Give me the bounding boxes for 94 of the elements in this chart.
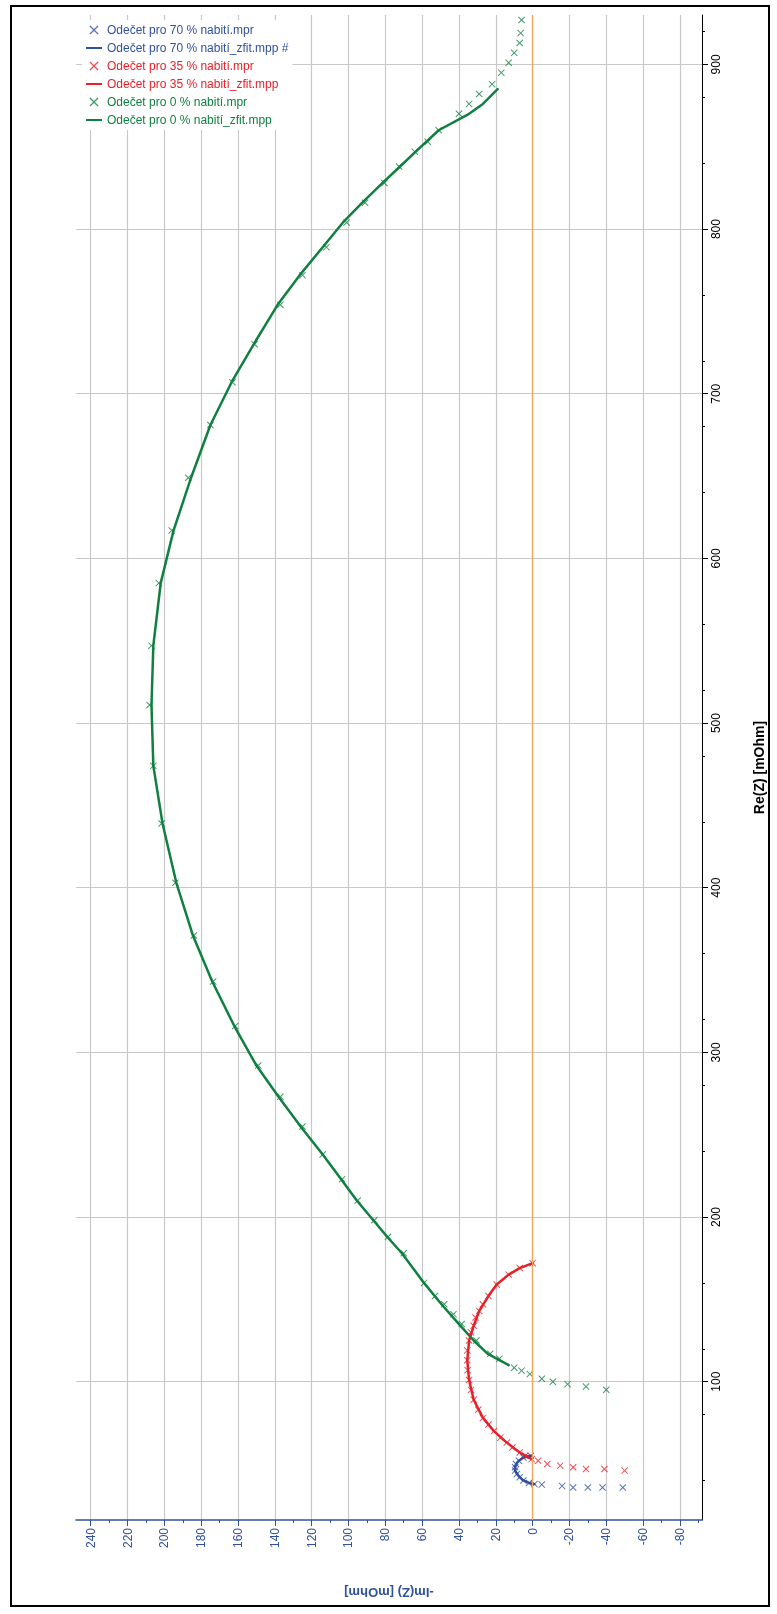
point (534, 1457, 542, 1465)
point (298, 271, 306, 279)
point (149, 762, 157, 770)
point (517, 29, 525, 37)
point (411, 148, 419, 156)
point (516, 1264, 524, 1272)
point (479, 1300, 487, 1308)
point (440, 1300, 448, 1308)
point (505, 59, 513, 67)
point (467, 1328, 475, 1336)
point (370, 1216, 378, 1224)
x-tick-label: 140 (267, 1527, 282, 1549)
x-tick-label: 180 (194, 1527, 209, 1549)
y-tick-label: 600 (709, 548, 723, 569)
point (543, 1460, 551, 1468)
point (322, 243, 330, 251)
x-tick-label: 20 (488, 1527, 503, 1542)
x-tick-label: -20 (562, 1527, 577, 1546)
x-tick-label: -60 (636, 1527, 651, 1546)
point (184, 474, 192, 482)
point (146, 701, 154, 709)
y-axis-title: Re(Z) [mOhm] (751, 720, 767, 815)
x-axis-title: -Im(Z) [mOhm] (344, 1585, 434, 1600)
point (602, 1386, 610, 1394)
x-tick-label: 60 (415, 1527, 430, 1542)
point (465, 1337, 473, 1345)
point (582, 1383, 590, 1391)
point (395, 162, 403, 170)
point (463, 1356, 471, 1364)
point (380, 179, 388, 187)
x-tick-label: 240 (83, 1527, 98, 1549)
point (276, 1093, 284, 1101)
point (569, 1484, 577, 1492)
legend-label: Odečet pro 0 % nabití.mpr (107, 95, 248, 109)
point (464, 1366, 472, 1374)
point (463, 1346, 471, 1354)
point (458, 1320, 466, 1328)
point (424, 138, 432, 146)
y-tick-label: 700 (709, 383, 723, 404)
legend-label: Odečet pro 35 % nabití_zfit.mpp (107, 77, 279, 91)
point (619, 1484, 627, 1492)
point (538, 1375, 546, 1383)
y-tick-label: 100 (709, 1371, 723, 1392)
x-tick-label: 0 (525, 1527, 540, 1535)
legend-label: Odečet pro 35 % nabití.mpr (107, 59, 254, 73)
y-tick-label: 800 (709, 218, 723, 240)
x-tick-label: 200 (157, 1527, 172, 1549)
point (229, 378, 236, 386)
point (470, 1322, 478, 1330)
point (569, 1463, 577, 1471)
point (505, 1271, 513, 1279)
point (529, 1259, 537, 1267)
point (510, 49, 518, 57)
x-tick-label: -80 (672, 1527, 687, 1546)
legend-label: Odečet pro 0 % nabití_zfit.mpp (107, 113, 273, 127)
point (518, 16, 526, 24)
y-tick-label: 400 (709, 877, 723, 898)
point (600, 1465, 608, 1473)
point (556, 1462, 564, 1470)
point (361, 199, 369, 207)
point (484, 1292, 492, 1300)
point (584, 1484, 592, 1492)
point (449, 1310, 457, 1318)
x-tick-label: 160 (231, 1527, 246, 1549)
point (474, 1406, 482, 1414)
point (564, 1380, 572, 1388)
legend-label: Odečet pro 70 % nabití.mpr (107, 23, 254, 37)
y-tick-label: 500 (709, 712, 723, 734)
point (470, 1396, 478, 1404)
x-tick-label: 220 (120, 1527, 135, 1549)
x-tick-label: 80 (378, 1527, 393, 1542)
point (276, 301, 284, 309)
point (475, 1307, 483, 1315)
x-tick-label: 120 (304, 1527, 319, 1549)
point (435, 126, 443, 134)
point (171, 879, 179, 887)
x-tick-label: 100 (341, 1527, 356, 1549)
point (538, 1481, 546, 1489)
y-tick-label: 900 (709, 54, 723, 75)
y-tick-label: 300 (709, 1042, 723, 1063)
point (168, 526, 176, 534)
point (486, 1350, 494, 1358)
point (503, 1439, 511, 1447)
x-tick-label: -40 (599, 1527, 614, 1546)
point (400, 1249, 408, 1257)
point (549, 1378, 557, 1386)
x-tick-label: 40 (451, 1527, 466, 1542)
point (510, 1364, 518, 1372)
point (209, 978, 217, 986)
point (206, 421, 214, 429)
y-tick-label: 200 (709, 1206, 723, 1228)
point (190, 931, 198, 939)
legend-label: Odečet pro 70 % nabití_zfit.mpp # (107, 41, 289, 55)
point (497, 69, 505, 77)
